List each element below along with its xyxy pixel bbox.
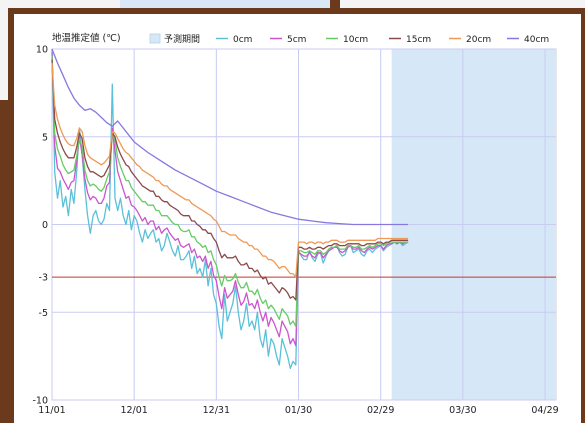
legend-label-40cm: 40cm [524, 35, 549, 45]
y-tick-label: -10 [32, 396, 48, 407]
series-lines [51, 48, 409, 370]
legend-label-15cm: 15cm [406, 35, 431, 45]
y-tick-label: 10 [36, 45, 48, 56]
background-panel-edge [0, 0, 8, 100]
chart-title: 地温推定値 (℃) [52, 32, 121, 44]
legend: 予測期間 0cm 5cm 10cm 15cm 20cm 40cm [149, 33, 549, 45]
x-tick-label: 03/30 [449, 405, 476, 416]
x-tick-label: 02/29 [367, 405, 394, 416]
legend-label-20cm: 20cm [466, 35, 491, 45]
y-tick-label: 0 [42, 220, 48, 231]
background-panel-right [340, 0, 585, 8]
y-tick-label: -3 [39, 273, 48, 284]
legend-label-5cm: 5cm [287, 35, 306, 45]
x-tick-label: 11/01 [38, 405, 65, 416]
x-tick-label: 12/31 [203, 405, 230, 416]
legend-label-0cm: 0cm [233, 35, 252, 45]
legend-label-10cm: 10cm [343, 35, 368, 45]
legend-forecast-label: 予測期間 [164, 33, 200, 45]
x-tick-label: 12/01 [120, 405, 147, 416]
x-tick-label: 01/30 [285, 405, 312, 416]
x-tick-label: 04/29 [531, 405, 558, 416]
series-line-40cm [51, 48, 409, 226]
legend-forecast-swatch [149, 33, 161, 44]
legend-series-items: 0cm 5cm 10cm 15cm 20cm 40cm [216, 35, 549, 45]
y-tick-label: -5 [39, 308, 48, 319]
y-tick-label: 5 [42, 132, 48, 143]
background-panel-left [0, 0, 120, 8]
background-panel-mid [120, 0, 330, 8]
series-line-20cm [51, 62, 409, 278]
plot-area [51, 48, 557, 401]
